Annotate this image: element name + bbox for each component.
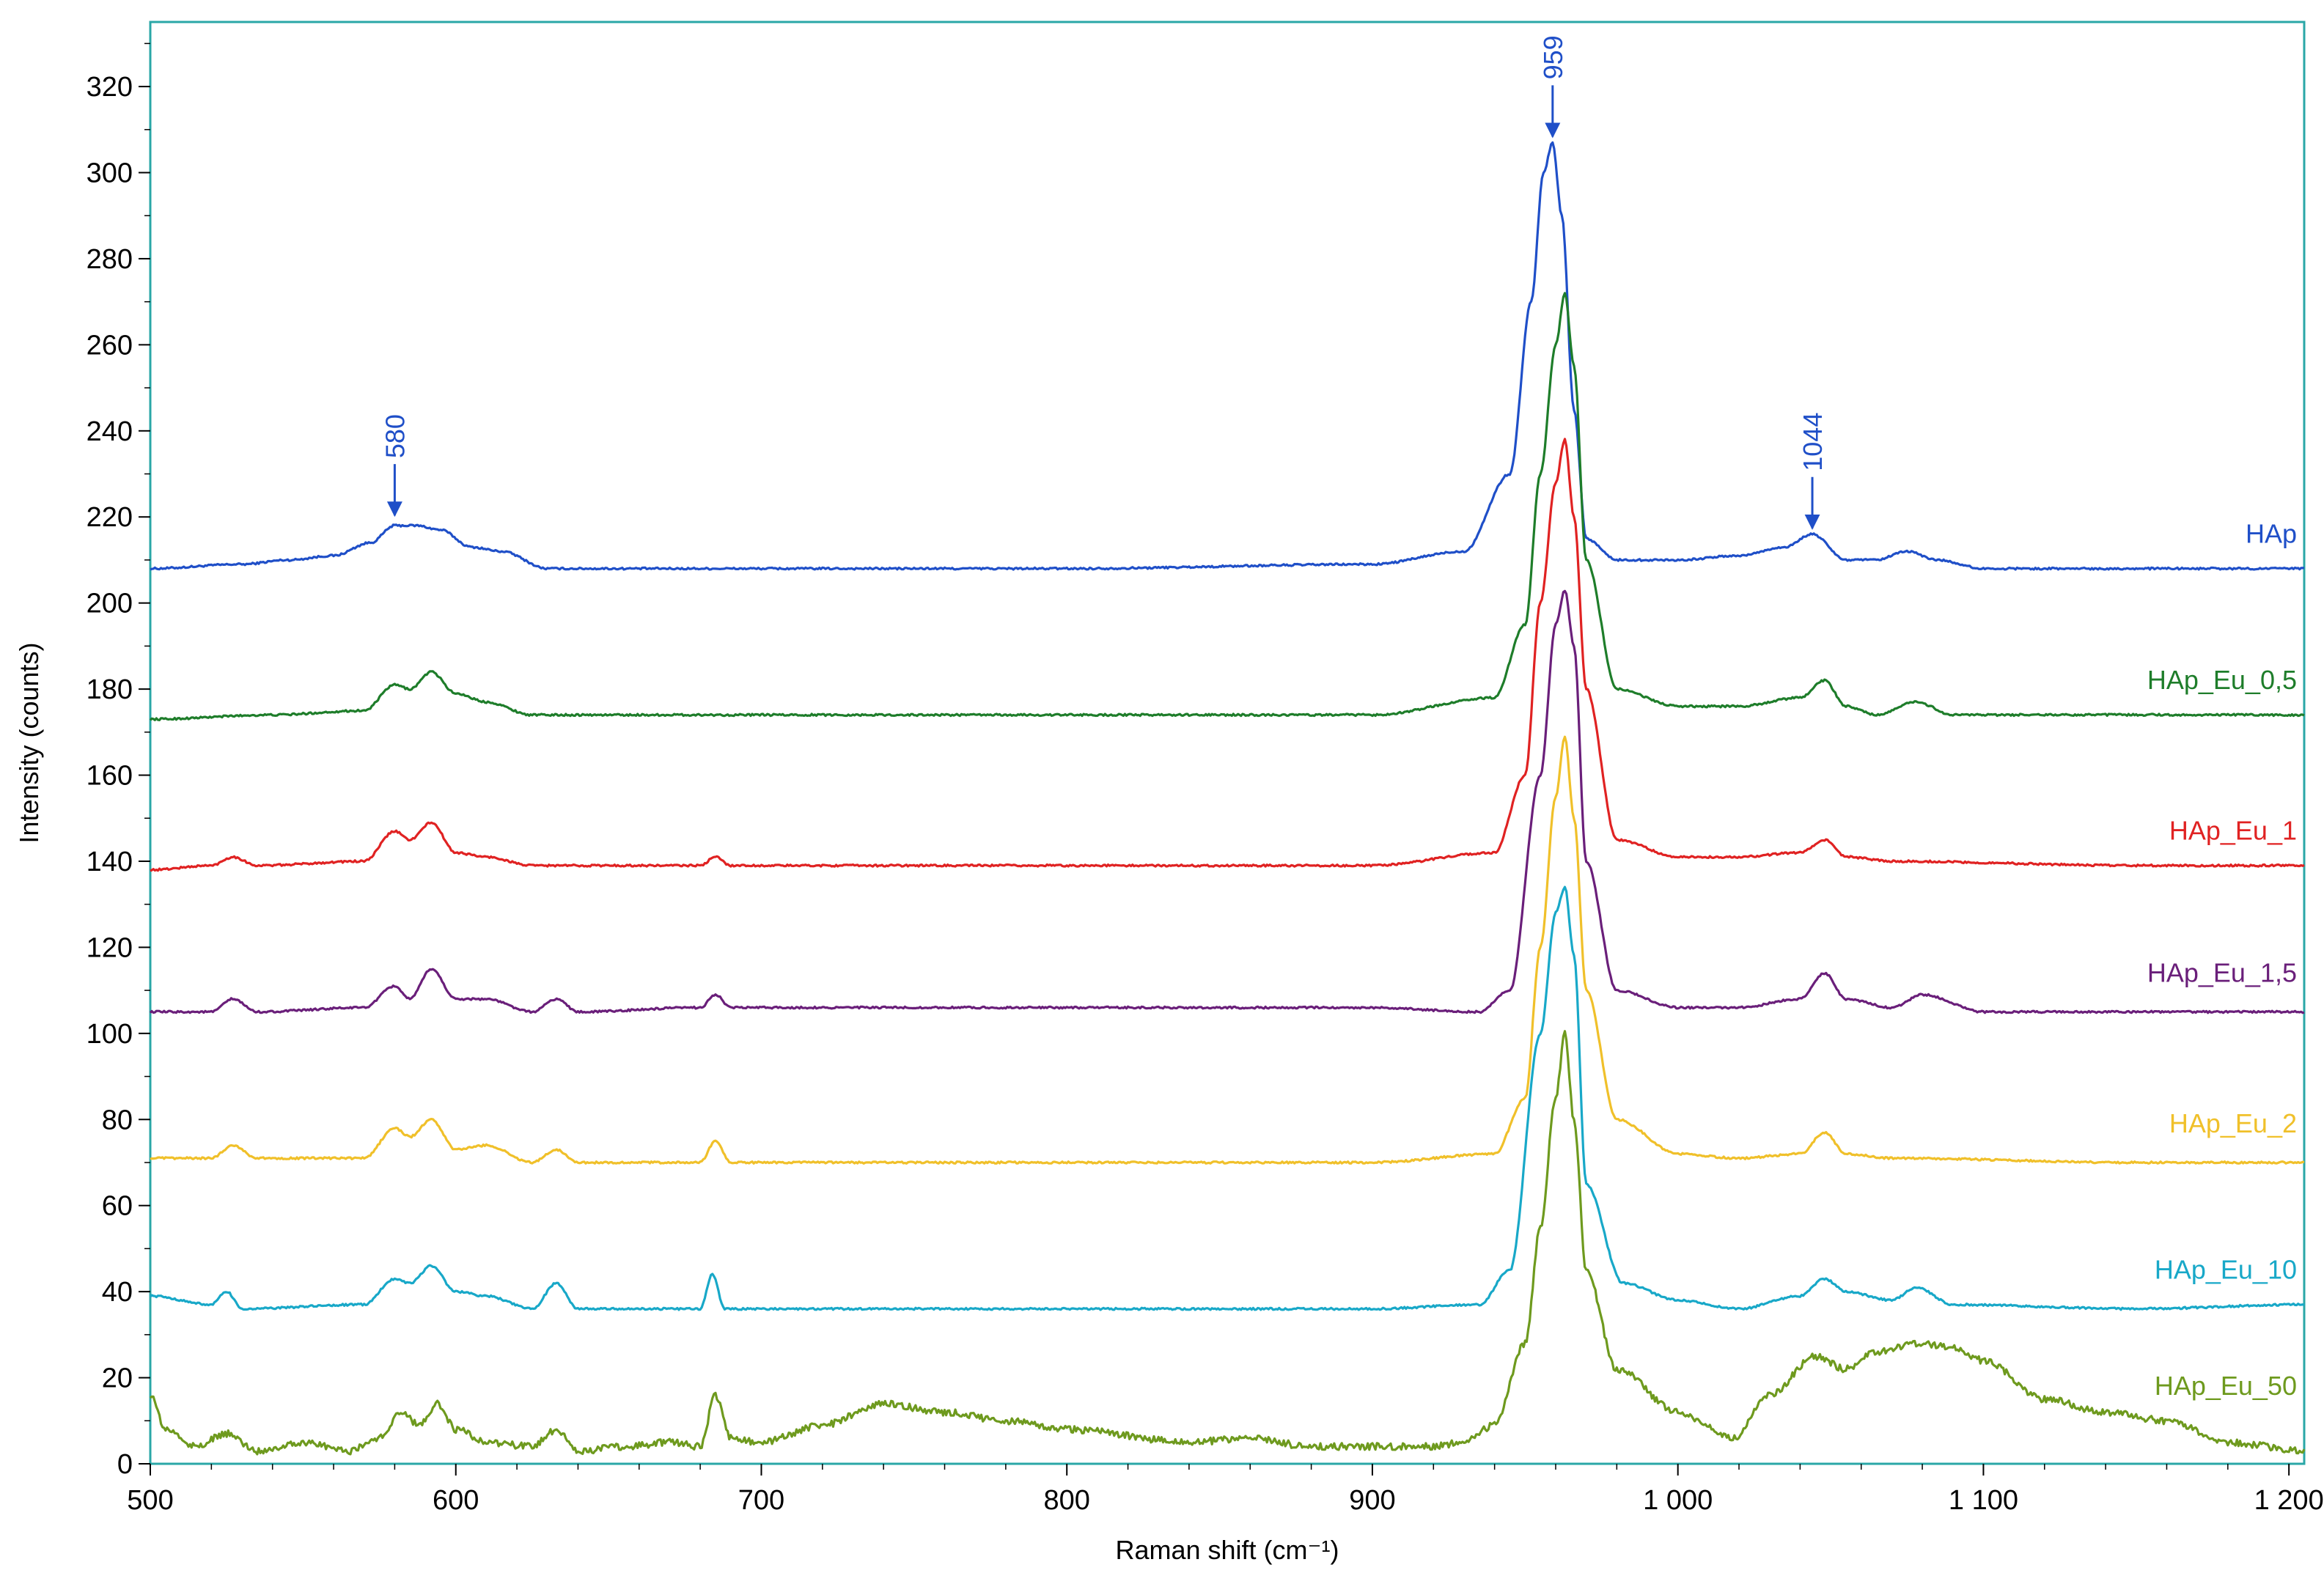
series-line-hap-eu-0-5 xyxy=(149,292,2305,722)
series-label-hap-eu-1-5: HAp_Eu_1,5 xyxy=(2147,957,2297,987)
x-tick-label: 600 xyxy=(433,1485,479,1516)
x-tick-label: 900 xyxy=(1349,1485,1395,1516)
x-tick-label: 1 200 xyxy=(2254,1485,2324,1516)
series-label-hap-eu-10: HAp_Eu_10 xyxy=(2155,1255,2297,1285)
x-tick-label: 500 xyxy=(127,1485,173,1516)
y-tick-label: 260 xyxy=(87,330,133,361)
series-line-hap-eu-50 xyxy=(149,1030,2306,1456)
y-tick-label: 160 xyxy=(87,761,133,792)
y-tick-label: 0 xyxy=(117,1449,133,1480)
x-tick-label: 700 xyxy=(738,1485,784,1516)
y-tick-label: 280 xyxy=(87,244,133,275)
series-label-hap-eu-50: HAp_Eu_50 xyxy=(2155,1371,2297,1401)
y-tick-label: 140 xyxy=(87,847,133,877)
y-tick-label: 20 xyxy=(102,1363,133,1394)
x-axis-title: Raman shift (cm⁻¹) xyxy=(1115,1535,1339,1565)
series-label-hap-eu-1: HAp_Eu_1 xyxy=(2169,816,2297,846)
x-tick-label: 800 xyxy=(1044,1485,1090,1516)
y-tick-label: 60 xyxy=(102,1191,133,1222)
x-tick-label: 1 100 xyxy=(1949,1485,2018,1516)
y-tick-label: 200 xyxy=(87,589,133,619)
y-tick-label: 120 xyxy=(87,932,133,963)
y-tick-label: 80 xyxy=(102,1105,133,1135)
peak-label-1044: 1044 xyxy=(1798,413,1828,471)
series-line-hap-eu-1-5 xyxy=(149,589,2305,1014)
y-tick-label: 220 xyxy=(87,502,133,533)
y-tick-label: 300 xyxy=(87,158,133,189)
series-label-hap-eu-2: HAp_Eu_2 xyxy=(2169,1108,2297,1138)
y-tick-label: 180 xyxy=(87,674,133,705)
series-label-hap: HAp xyxy=(2246,518,2297,548)
y-tick-label: 240 xyxy=(87,416,133,447)
peak-label-959: 959 xyxy=(1538,35,1568,79)
y-tick-label: 320 xyxy=(87,72,133,103)
series-line-hap xyxy=(150,141,2305,571)
series-label-hap-eu-0-5: HAp_Eu_0,5 xyxy=(2147,665,2297,695)
x-tick-label: 1 000 xyxy=(1643,1485,1713,1516)
y-axis-title: Intensity (counts) xyxy=(14,642,44,843)
y-tick-label: 40 xyxy=(102,1277,133,1308)
plot-frame xyxy=(149,21,2306,1465)
series-line-hap-eu-10 xyxy=(149,885,2305,1311)
series-line-hap-eu-2 xyxy=(150,735,2305,1165)
y-tick-label: 100 xyxy=(87,1019,133,1050)
series-line-hap-eu-1 xyxy=(150,438,2305,872)
peak-label-580: 580 xyxy=(380,414,410,458)
